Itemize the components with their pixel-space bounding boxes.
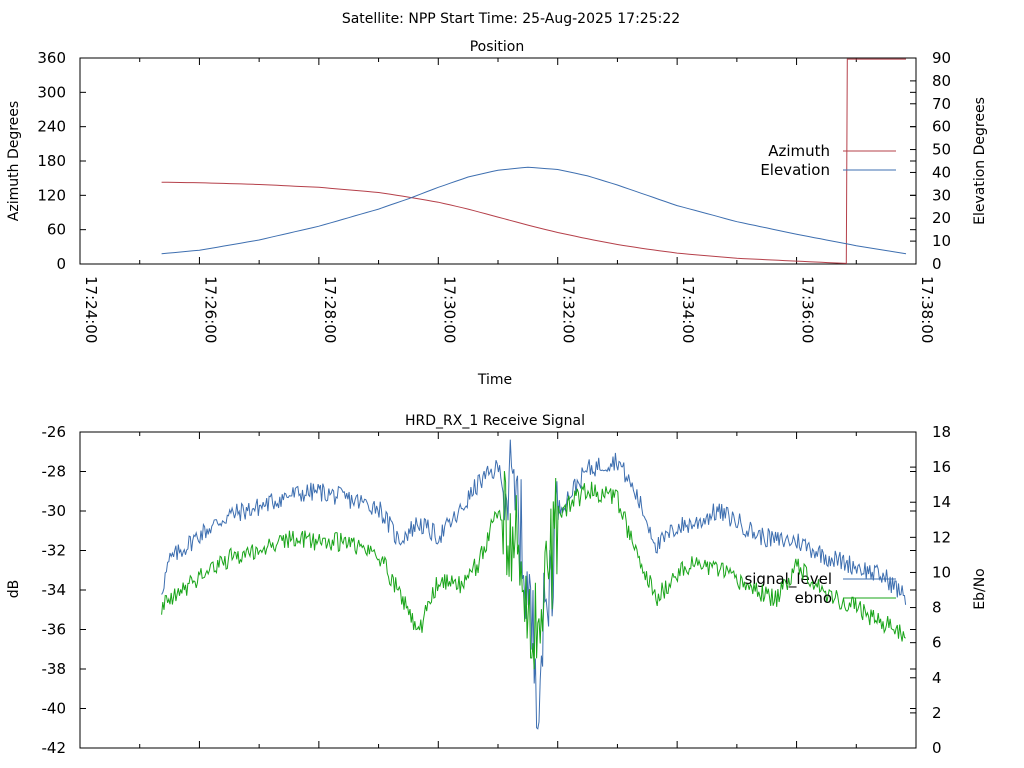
y-tick-label: -34 — [42, 581, 67, 599]
x-tick-label: 17:30:00 — [440, 276, 458, 343]
y2-tick-label: 14 — [932, 493, 951, 511]
y2-tick-label: 4 — [932, 669, 942, 687]
x-tick-label: 17:28:00 — [321, 276, 339, 343]
position-chart-xlabel: Time — [477, 372, 512, 388]
x-tick-label: 17:34:00 — [679, 276, 697, 343]
y2-tick-label: 40 — [932, 163, 951, 181]
y2-tick-label: 90 — [932, 49, 951, 67]
y-tick-label: 180 — [37, 152, 66, 170]
receive-signal-chart-ylabel: dB — [6, 580, 22, 599]
y-tick-label: -32 — [42, 542, 67, 560]
y-tick-label: -38 — [42, 660, 67, 678]
position-chart-ylabel: Azimuth Degrees — [6, 101, 22, 221]
signal-level-line — [161, 439, 907, 730]
legend-label: Azimuth — [768, 142, 830, 160]
legend-label: Elevation — [760, 161, 830, 179]
y2-tick-label: 30 — [932, 186, 951, 204]
legend-label: ebno — [795, 589, 832, 607]
elevation-line — [161, 166, 907, 255]
y2-tick-label: 2 — [932, 704, 942, 722]
y2-tick-label: 60 — [932, 118, 951, 136]
y-tick-label: -36 — [42, 621, 67, 639]
y2-tick-label: 80 — [932, 72, 951, 90]
position-chart: Position Azimuth Degrees Elevation Degre… — [6, 39, 988, 388]
position-chart-y2label: Elevation Degrees — [972, 97, 988, 225]
ebno-line — [161, 471, 906, 670]
x-tick-label: 17:36:00 — [799, 276, 817, 343]
y2-tick-label: 0 — [932, 739, 942, 757]
position-chart-title: Position — [470, 39, 525, 55]
x-tick-label: 17:32:00 — [560, 276, 578, 343]
receive-signal-chart-title: HRD_RX_1 Receive Signal — [405, 413, 585, 429]
x-tick-label: 17:24:00 — [82, 276, 100, 343]
x-tick-label: 17:38:00 — [918, 276, 936, 343]
y-tick-label: 360 — [37, 49, 66, 67]
y2-tick-label: 18 — [932, 423, 951, 441]
y-tick-label: 300 — [37, 83, 66, 101]
y-tick-label: -28 — [42, 463, 67, 481]
y-tick-label: -26 — [42, 423, 67, 441]
y2-tick-label: 70 — [932, 95, 951, 113]
y2-tick-label: 6 — [932, 634, 942, 652]
y2-tick-label: 12 — [932, 528, 951, 546]
y2-tick-label: 50 — [932, 141, 951, 159]
y2-tick-label: 16 — [932, 458, 951, 476]
y2-tick-label: 20 — [932, 209, 951, 227]
receive-signal-chart-y2label: Eb/No — [972, 568, 988, 610]
x-tick-label: 17:26:00 — [201, 276, 219, 343]
y-tick-label: 60 — [47, 221, 66, 239]
y2-tick-label: 10 — [932, 232, 951, 250]
y-tick-label: 120 — [37, 186, 66, 204]
y2-tick-label: 10 — [932, 563, 951, 581]
y2-tick-label: 8 — [932, 599, 942, 617]
y2-tick-label: 0 — [932, 255, 942, 273]
receive-signal-chart: HRD_RX_1 Receive Signal dB Eb/No -42 -40 -… — [6, 413, 988, 757]
y-tick-label: 0 — [56, 255, 66, 273]
azimuth-line — [161, 58, 906, 264]
y-tick-label: -40 — [42, 700, 67, 718]
figure-suptitle: Satellite: NPP Start Time: 25-Aug-2025 1… — [342, 11, 680, 27]
y-tick-label: -30 — [42, 502, 67, 520]
plot-frame — [79, 431, 917, 749]
y-tick-label: 240 — [37, 118, 66, 136]
y-tick-label: -42 — [42, 739, 67, 757]
